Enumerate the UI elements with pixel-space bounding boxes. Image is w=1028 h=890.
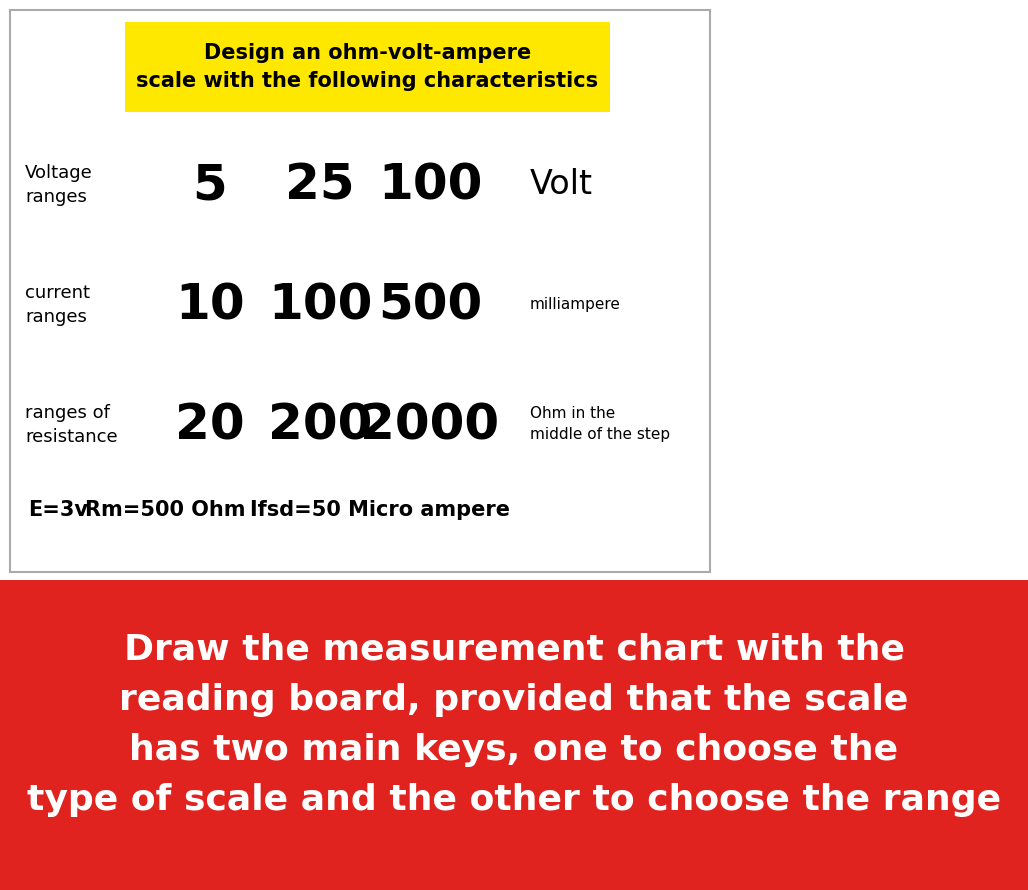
Bar: [10, 10, 710, 572]
Text: 2000: 2000: [361, 401, 500, 449]
Text: 20: 20: [175, 401, 245, 449]
Text: Rm=500 Ohm: Rm=500 Ohm: [85, 500, 246, 520]
Bar: [125, 22, 610, 112]
Text: Volt: Volt: [530, 168, 593, 201]
Text: 10: 10: [175, 281, 245, 329]
Text: 100: 100: [268, 281, 372, 329]
Text: 100: 100: [378, 161, 482, 209]
Bar: [0, 580, 1028, 890]
Text: E=3v: E=3v: [28, 500, 88, 520]
Text: 200: 200: [268, 401, 372, 449]
Text: 25: 25: [285, 161, 355, 209]
Text: Voltage
ranges: Voltage ranges: [25, 164, 93, 206]
Text: milliampere: milliampere: [530, 297, 621, 312]
Text: Design an ohm-volt-ampere
scale with the following characteristics: Design an ohm-volt-ampere scale with the…: [137, 43, 598, 91]
Text: Draw the measurement chart with the
reading board, provided that the scale
has t: Draw the measurement chart with the read…: [27, 633, 1001, 817]
Text: ranges of
resistance: ranges of resistance: [25, 404, 117, 446]
Text: current
ranges: current ranges: [25, 284, 90, 326]
Text: Ohm in the: Ohm in the: [530, 406, 615, 420]
Text: 500: 500: [378, 281, 482, 329]
Text: 5: 5: [192, 161, 227, 209]
Text: middle of the step: middle of the step: [530, 427, 670, 442]
Text: Ifsd=50 Micro ampere: Ifsd=50 Micro ampere: [250, 500, 510, 520]
